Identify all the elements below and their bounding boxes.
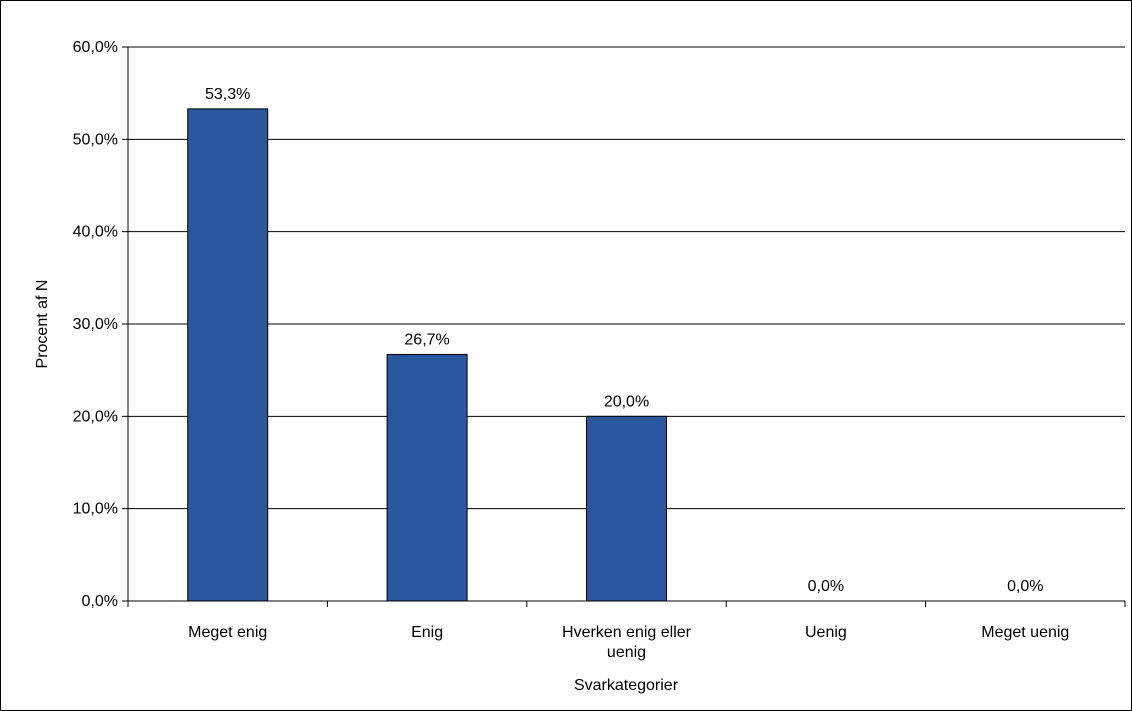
x-tick-label: Meget enig [188, 624, 267, 641]
axes [122, 46, 1126, 607]
gridlines [128, 46, 1125, 510]
y-tick-label: 20,0% [73, 408, 118, 425]
data-label: 0,0% [1007, 578, 1043, 595]
x-tick-label: Uenig [805, 624, 847, 641]
data-label: 53,3% [205, 86, 250, 103]
labels: 0,0% 10,0% 20,0% 30,0% 40,0% 50,0% 60,0% 53,3% M… [73, 39, 1070, 661]
y-axis-title: Procent af N [34, 280, 51, 369]
y-tick-label: 60,0% [73, 39, 118, 56]
x-tick-label: Enig [411, 624, 443, 641]
y-tick-label: 0,0% [82, 593, 118, 610]
data-label: 26,7% [404, 331, 449, 348]
y-tick-label: 30,0% [73, 316, 118, 333]
y-tick-label: 50,0% [73, 131, 118, 148]
data-label: 20,0% [604, 393, 649, 410]
bar [386, 353, 468, 602]
y-tick-label: 10,0% [73, 501, 118, 518]
x-tick-label: Hverken enig eller [562, 624, 692, 641]
x-tick-label: Meget uenig [981, 624, 1069, 641]
bar [586, 415, 667, 602]
data-label: 0,0% [808, 578, 844, 595]
x-tick-label: uenig [607, 644, 646, 661]
x-axis-title: Svarkategorier [574, 677, 679, 694]
bars [187, 108, 667, 602]
y-tick-label: 40,0% [73, 224, 118, 241]
bar [187, 108, 269, 602]
